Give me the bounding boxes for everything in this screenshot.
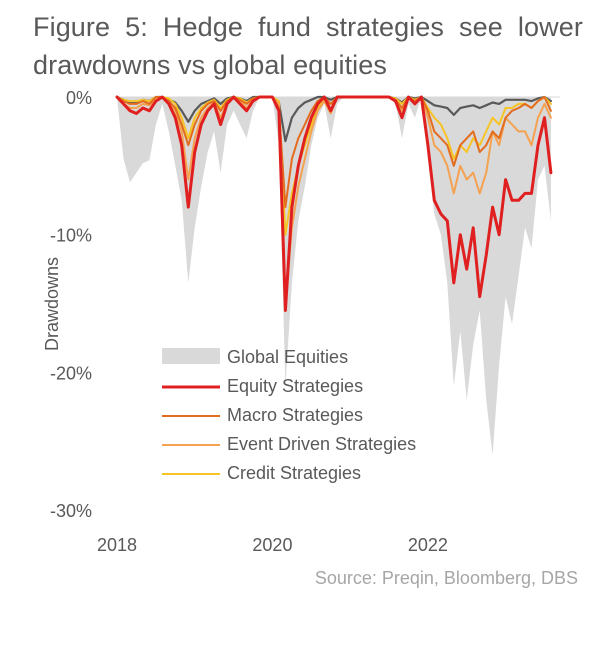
x-tick-label: 2020 [252,535,292,555]
legend-swatch-area [162,348,220,364]
title-word: Hedge [162,12,243,42]
source-note: Source: Preqin, Bloomberg, DBS [314,568,578,588]
title-word: 5: [125,12,148,42]
title-word: see [459,12,503,42]
x-tick-label: 2018 [97,535,137,555]
y-axis-title: Drawdowns [42,257,62,351]
legend-label: Global Equities [227,347,348,367]
chart-title-line-1: Figure 5: Hedge fund strategies see lowe… [33,8,583,46]
y-tick-label: -20% [50,363,92,383]
title-word: lower [517,12,583,42]
chart-title-line-2: drawdowns vs global equities [33,50,387,80]
y-tick-label: -10% [50,226,92,246]
plot-area [115,95,560,455]
y-tick-label: 0% [66,88,92,108]
series-area-global-equities [117,97,551,455]
title-word: strategies [325,12,445,42]
legend-label: Equity Strategies [227,376,363,396]
legend: Global Equities Equity Strategies Macro St… [162,347,416,483]
series-line-equity-strategies [115,95,553,312]
x-tick-label: 2022 [408,535,448,555]
series-line-hedge-fund-index [115,95,552,143]
title-word: Figure [33,12,111,42]
y-tick-label: -30% [50,501,92,521]
legend-label: Credit Strategies [227,463,361,483]
legend-label: Macro Strategies [227,405,363,425]
title-word: fund [257,12,311,42]
chart-title: Figure 5: Hedge fund strategies see lowe… [33,8,583,84]
legend-label: Event Driven Strategies [227,434,416,454]
axes: 0% -10% -20% -30%2018 2020 2022 Drawdowns [42,88,448,555]
